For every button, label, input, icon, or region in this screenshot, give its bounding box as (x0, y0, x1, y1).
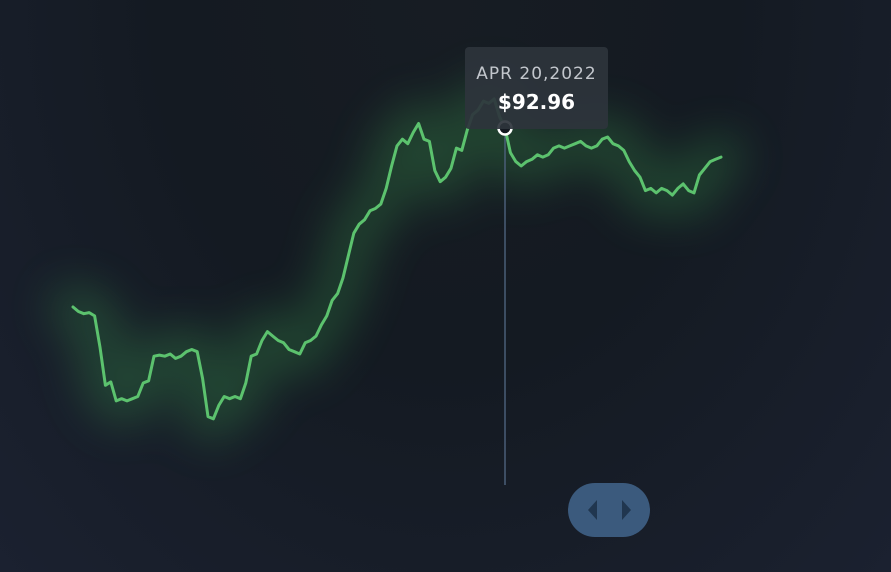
series-line (71, 97, 723, 421)
scrubber-handle[interactable] (568, 483, 650, 537)
caret-left-icon[interactable] (588, 500, 597, 520)
price-series (71, 97, 723, 421)
price-tooltip: APR 20,2022 $92.96 (465, 47, 608, 129)
tooltip-date: APR 20,2022 (476, 64, 597, 84)
caret-right-icon[interactable] (622, 500, 631, 520)
tooltip-price: $92.96 (497, 90, 576, 114)
